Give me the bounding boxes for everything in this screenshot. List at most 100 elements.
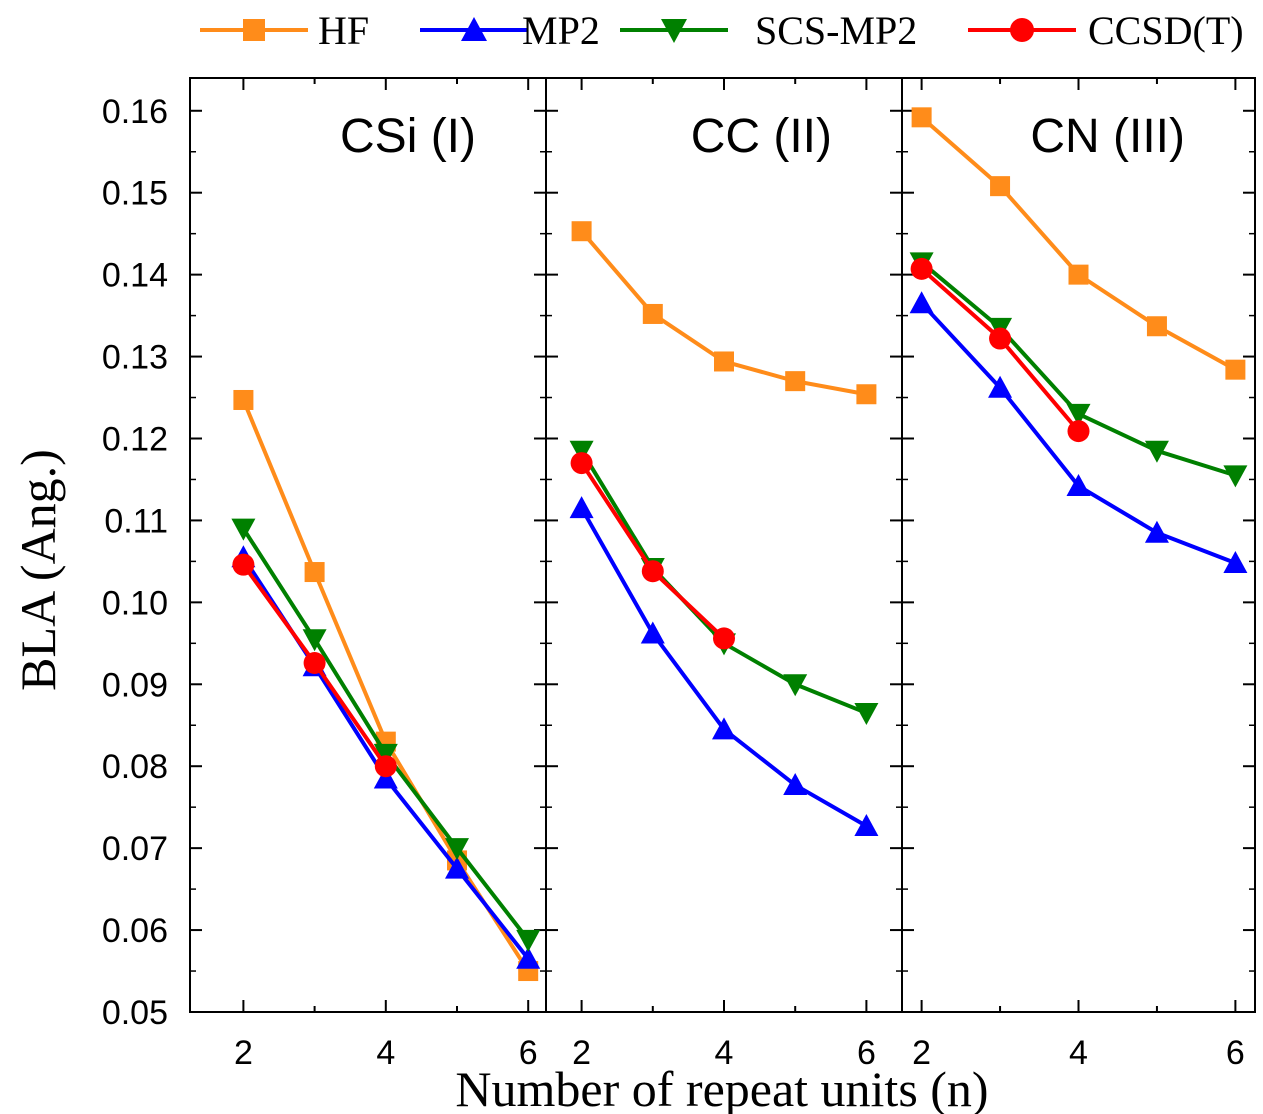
data-point-scs-mp2 [1144, 440, 1169, 463]
y-tick-label: 0.11 [104, 502, 168, 540]
data-point-ccsd-t [303, 651, 326, 674]
legend-marker [1010, 18, 1034, 42]
legend-marker [661, 19, 687, 43]
data-point-scs-mp2 [1223, 465, 1248, 488]
series-ccsd-t [570, 452, 735, 650]
data-point-ccsd-t [374, 755, 397, 778]
series-scs-mp2 [909, 252, 1248, 488]
data-point-ccsd-t [910, 257, 933, 280]
x-tick-label: 6 [519, 1034, 538, 1072]
x-tick-label: 4 [715, 1034, 734, 1072]
legend-item-scs-mp2: SCS-MP2 [620, 8, 917, 53]
y-tick-label: 0.15 [102, 175, 168, 213]
legend-item-mp2: MP2 [420, 8, 600, 53]
data-point-mp2 [854, 814, 879, 837]
y-axis-label: BLA (Ang.) [10, 449, 66, 691]
data-point-hf [642, 303, 663, 324]
data-point-hf [990, 176, 1011, 197]
legend: HF MP2 SCS-MP2 CCSD(T) [200, 8, 1244, 53]
data-point-scs-mp2 [516, 929, 541, 952]
data-point-hf [571, 221, 592, 242]
data-point-mp2 [569, 496, 594, 519]
data-point-scs-mp2 [302, 629, 327, 652]
panel-frame [545, 77, 903, 1013]
x-tick-label: 4 [376, 1034, 395, 1072]
panel-cn-iii: 2 4 6 CN (III) [901, 77, 1256, 1072]
data-point-mp2 [445, 856, 469, 879]
legend-label: SCS-MP2 [755, 8, 917, 53]
series-line-mp2 [579, 507, 868, 828]
data-point-mp2 [1066, 474, 1091, 497]
data-point-scs-mp2 [783, 674, 808, 697]
data-point-mp2 [909, 291, 934, 314]
legend-marker [461, 17, 487, 41]
data-point-hf [856, 384, 877, 405]
y-tick-label: 0.06 [102, 912, 168, 950]
series-scs-mp2 [569, 440, 879, 725]
data-point-ccsd-t [1067, 420, 1090, 443]
data-point-mp2 [1223, 551, 1248, 574]
data-point-ccsd-t [713, 627, 735, 650]
data-point-scs-mp2 [373, 743, 398, 766]
data-point-mp2 [1144, 520, 1169, 543]
panel-csi-i: 0.05 0.06 0.07 0.08 0.09 0.10 0.11 0.12 0.13 0.14… [102, 77, 547, 1072]
x-tick-label: 6 [857, 1034, 876, 1072]
x-axis-label: Number of repeat units (n) [455, 1061, 988, 1114]
x-tick-label: 2 [912, 1034, 931, 1072]
legend-label: CCSD(T) [1088, 8, 1244, 53]
y-tick-label: 0.09 [102, 666, 168, 704]
data-point-mp2 [516, 946, 541, 969]
data-point-mp2 [988, 375, 1013, 398]
data-point-ccsd-t [641, 560, 664, 583]
x-tick-label: 6 [1226, 1034, 1245, 1072]
y-tick-label: 0.10 [102, 584, 168, 622]
data-point-scs-mp2 [1066, 403, 1091, 426]
legend-item-hf: HF [200, 8, 369, 53]
data-point-hf [1225, 359, 1246, 380]
y-tick-label: 0.16 [102, 93, 168, 131]
y-tick-label: 0.08 [102, 748, 168, 786]
data-point-hf [714, 351, 734, 372]
y-tick-label: 0.14 [102, 257, 168, 295]
data-point-ccsd-t [989, 327, 1012, 350]
series-scs-mp2 [231, 518, 541, 952]
legend-marker [243, 19, 265, 41]
panel-title: CSi (I) [340, 110, 476, 163]
data-point-mp2 [712, 717, 736, 740]
data-point-hf [304, 562, 325, 583]
series-mp2 [909, 291, 1248, 574]
data-point-hf [1146, 316, 1167, 337]
y-tick-label: 0.07 [102, 830, 168, 868]
y-tick-label: 0.13 [102, 339, 168, 377]
x-tick-label: 2 [234, 1034, 253, 1072]
data-point-hf [785, 371, 806, 392]
legend-item-ccsd-t: CCSD(T) [968, 8, 1244, 53]
data-point-mp2 [640, 621, 665, 644]
data-point-hf [911, 107, 932, 128]
panel-title: CC (II) [691, 110, 832, 163]
data-point-scs-mp2 [569, 440, 594, 463]
x-tick-label: 4 [1069, 1034, 1088, 1072]
series-line-scs-mp2 [920, 260, 1236, 478]
data-point-ccsd-t [232, 553, 255, 576]
chart-panels: 0.05 0.06 0.07 0.08 0.09 0.10 0.11 0.12 0.13 0.14… [102, 77, 1256, 1072]
series-hf [911, 107, 1246, 380]
series-ccsd-t [910, 257, 1090, 443]
series-line-ccsd-t [920, 267, 1081, 433]
y-tick-label: 0.12 [102, 420, 168, 458]
data-point-mp2 [783, 773, 808, 796]
data-point-hf [233, 389, 254, 410]
legend-label: MP2 [522, 8, 600, 53]
data-point-mp2 [373, 766, 398, 789]
panel-frame [189, 77, 547, 1013]
data-point-scs-mp2 [854, 702, 879, 725]
panel-cc-ii: 2 4 6 CC (II) [545, 77, 903, 1072]
data-point-hf [1068, 264, 1089, 285]
data-point-scs-mp2 [445, 838, 469, 861]
data-point-scs-mp2 [231, 518, 256, 541]
series-ccsd-t [232, 553, 397, 778]
data-point-ccsd-t [570, 452, 593, 475]
legend-label: HF [318, 8, 369, 53]
series-hf [571, 221, 877, 405]
